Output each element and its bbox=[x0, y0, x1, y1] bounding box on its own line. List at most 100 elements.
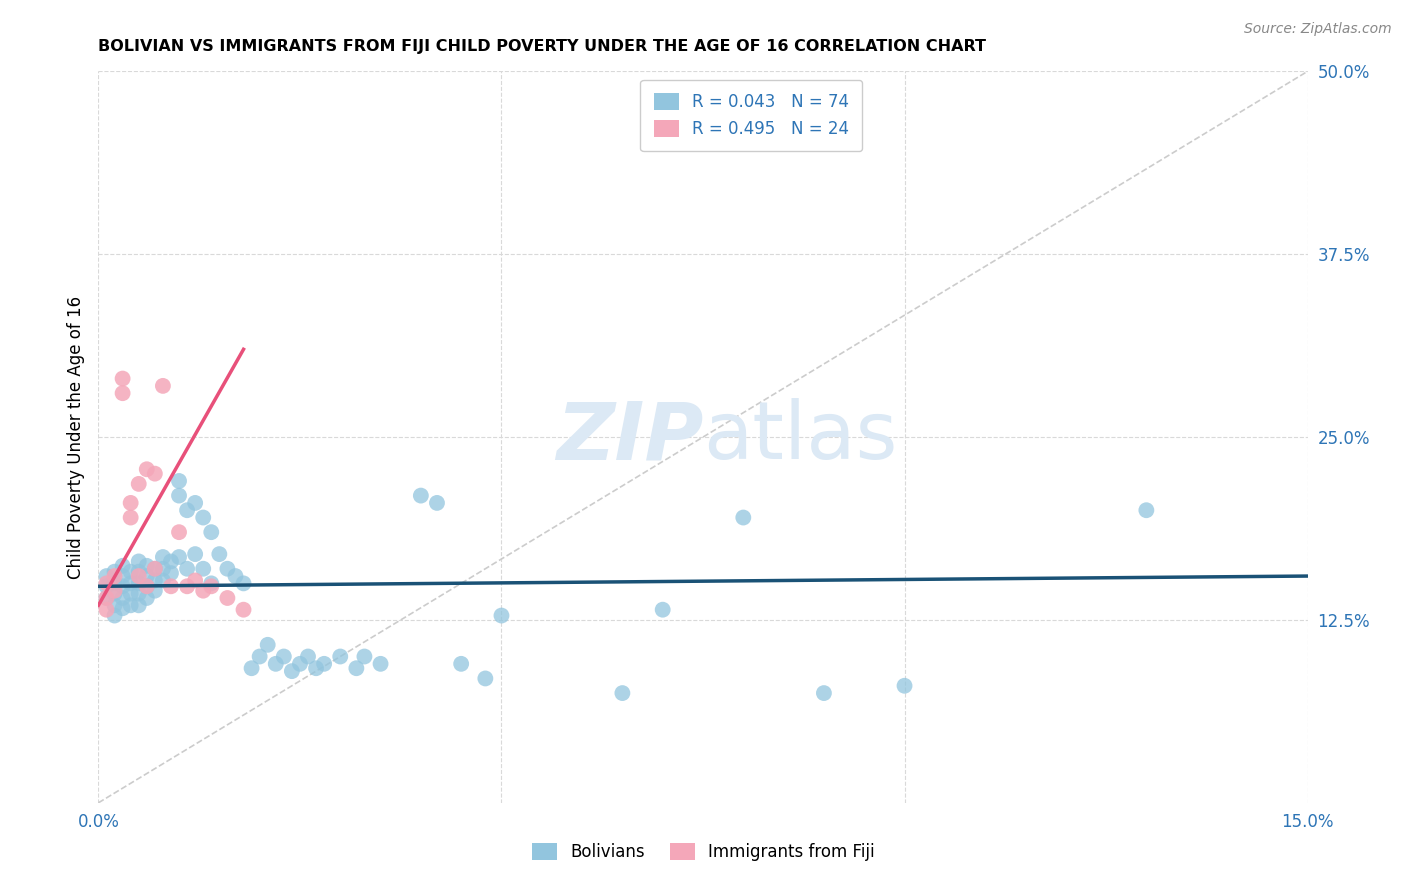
Point bbox=[184, 547, 207, 561]
Point bbox=[135, 462, 157, 476]
Point bbox=[111, 386, 134, 401]
Point bbox=[224, 569, 246, 583]
Point bbox=[143, 562, 166, 576]
Point bbox=[370, 657, 392, 671]
Point bbox=[314, 657, 336, 671]
Point bbox=[344, 661, 367, 675]
Point bbox=[184, 496, 207, 510]
Point bbox=[120, 496, 142, 510]
Point bbox=[200, 576, 222, 591]
Point bbox=[217, 591, 239, 605]
Point bbox=[474, 672, 496, 686]
Point bbox=[167, 525, 190, 540]
Point bbox=[240, 661, 263, 675]
Point bbox=[96, 603, 118, 617]
Point bbox=[135, 558, 157, 573]
Point bbox=[200, 525, 222, 540]
Point bbox=[103, 576, 125, 591]
Text: BOLIVIAN VS IMMIGRANTS FROM FIJI CHILD POVERTY UNDER THE AGE OF 16 CORRELATION C: BOLIVIAN VS IMMIGRANTS FROM FIJI CHILD P… bbox=[98, 38, 987, 54]
Point bbox=[152, 379, 174, 393]
Point bbox=[160, 579, 183, 593]
Point bbox=[128, 586, 150, 600]
Point bbox=[111, 371, 134, 385]
Point bbox=[111, 591, 134, 605]
Point bbox=[103, 569, 125, 583]
Point bbox=[103, 586, 125, 600]
Point bbox=[184, 574, 207, 588]
Point bbox=[167, 474, 190, 488]
Point bbox=[176, 503, 198, 517]
Point bbox=[193, 510, 215, 524]
Point bbox=[103, 599, 125, 613]
Text: ZIP: ZIP bbox=[555, 398, 703, 476]
Point bbox=[232, 576, 254, 591]
Point bbox=[128, 476, 150, 491]
Point bbox=[733, 510, 755, 524]
Point bbox=[297, 649, 319, 664]
Point bbox=[128, 599, 150, 613]
Point bbox=[111, 601, 134, 615]
Point bbox=[193, 562, 215, 576]
Point bbox=[281, 664, 304, 678]
Point bbox=[426, 496, 449, 510]
Point bbox=[152, 549, 174, 564]
Point bbox=[651, 603, 673, 617]
Point bbox=[329, 649, 352, 664]
Point bbox=[1135, 503, 1157, 517]
Point bbox=[160, 554, 183, 568]
Point bbox=[128, 554, 150, 568]
Point bbox=[491, 608, 513, 623]
Point bbox=[135, 569, 157, 583]
Point bbox=[208, 547, 231, 561]
Point bbox=[409, 489, 432, 503]
Point bbox=[160, 566, 183, 581]
Point bbox=[152, 574, 174, 588]
Point bbox=[128, 569, 150, 583]
Point bbox=[167, 489, 190, 503]
Point bbox=[217, 562, 239, 576]
Point bbox=[288, 657, 311, 671]
Point bbox=[273, 649, 295, 664]
Point bbox=[120, 599, 142, 613]
Point bbox=[893, 679, 915, 693]
Point bbox=[143, 562, 166, 576]
Legend: Bolivians, Immigrants from Fiji: Bolivians, Immigrants from Fiji bbox=[524, 836, 882, 868]
Point bbox=[135, 579, 157, 593]
Point bbox=[249, 649, 271, 664]
Point bbox=[96, 576, 118, 591]
Point bbox=[120, 565, 142, 579]
Point bbox=[96, 591, 118, 605]
Point bbox=[103, 608, 125, 623]
Point bbox=[128, 576, 150, 591]
Point bbox=[305, 661, 328, 675]
Y-axis label: Child Poverty Under the Age of 16: Child Poverty Under the Age of 16 bbox=[66, 295, 84, 579]
Point bbox=[200, 579, 222, 593]
Point bbox=[96, 569, 118, 583]
Point bbox=[103, 565, 125, 579]
Point bbox=[120, 586, 142, 600]
Point bbox=[176, 562, 198, 576]
Point bbox=[103, 583, 125, 598]
Point bbox=[111, 579, 134, 593]
Point bbox=[813, 686, 835, 700]
Point bbox=[176, 579, 198, 593]
Point bbox=[96, 579, 118, 593]
Point bbox=[450, 657, 472, 671]
Point bbox=[232, 603, 254, 617]
Point bbox=[167, 549, 190, 564]
Point bbox=[143, 467, 166, 481]
Point bbox=[353, 649, 375, 664]
Point bbox=[612, 686, 634, 700]
Point bbox=[256, 638, 278, 652]
Point bbox=[135, 591, 157, 605]
Point bbox=[193, 583, 215, 598]
Point bbox=[135, 579, 157, 593]
Point bbox=[143, 574, 166, 588]
Point bbox=[120, 510, 142, 524]
Point bbox=[120, 576, 142, 591]
Text: Source: ZipAtlas.com: Source: ZipAtlas.com bbox=[1244, 22, 1392, 37]
Point bbox=[111, 569, 134, 583]
Point bbox=[143, 583, 166, 598]
Point bbox=[264, 657, 287, 671]
Point bbox=[152, 562, 174, 576]
